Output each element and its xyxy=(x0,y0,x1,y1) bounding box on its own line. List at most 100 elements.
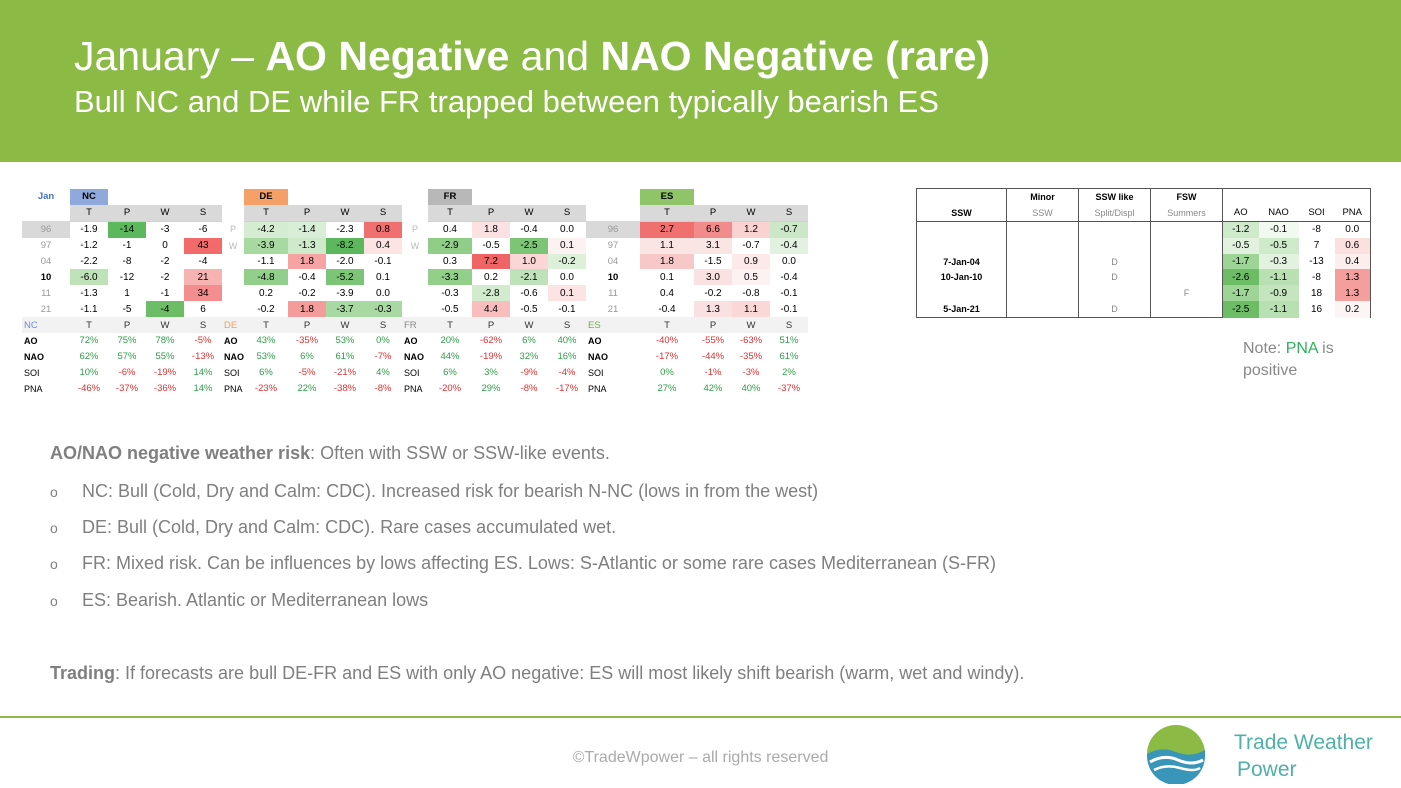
value-cell: -1.3 xyxy=(288,237,326,254)
correlation-value: 6% xyxy=(300,351,314,363)
param-header: T xyxy=(640,204,694,222)
index-label: NAO xyxy=(404,351,424,362)
correlation-value: 20% xyxy=(440,335,460,347)
ssw-like-flag xyxy=(1078,285,1151,302)
param-header: W xyxy=(732,204,770,222)
index-value: 0.4 xyxy=(1334,253,1371,270)
index-value: 0.2 xyxy=(1334,301,1371,318)
separator-label xyxy=(222,285,244,301)
value-cell: -0.3 xyxy=(428,285,472,302)
correlation-value: -3% xyxy=(742,367,760,379)
ssw-like-flag xyxy=(1078,221,1151,238)
param-header: P xyxy=(288,317,326,334)
minor-flag xyxy=(1006,269,1079,286)
value-cell: 2.7 xyxy=(640,221,694,238)
blank-cell xyxy=(586,189,640,205)
fsw-flag xyxy=(1150,269,1223,286)
year-row: 04 -2.2 -8 -2 -4 -1.1 1.8 -2.0 -0.1 0.3 7.2 1.0 -0.2… xyxy=(22,253,808,270)
param-header: T xyxy=(70,317,108,334)
value-cell: -0.2 xyxy=(694,285,732,302)
index-value: 18 xyxy=(1298,285,1335,302)
ssw-row: 5-Jan-21 D -2.5 -1.1 16 0.2 xyxy=(916,301,1371,319)
year-label: 04 xyxy=(607,256,619,267)
weather-matrix-table: Jan NC DE FR ES T P W S T P W S T P W S T P W S 96 -1.9 -14 -3 -6… xyxy=(22,189,808,397)
correlation-value: -38% xyxy=(333,383,357,395)
ssw-row: -1.2 -0.1 -8 0.0 xyxy=(916,221,1371,238)
index-value: -0.9 xyxy=(1258,285,1299,302)
param-header: P xyxy=(472,204,510,222)
minor-flag xyxy=(1006,285,1079,302)
value-cell: 0.1 xyxy=(640,269,694,286)
blank-cell xyxy=(1298,187,1335,205)
correlation-value: -8% xyxy=(520,383,538,395)
correlation-value: 29% xyxy=(481,383,501,395)
correlation-region-label: ES xyxy=(586,317,640,334)
ssw-like-head: SSW like xyxy=(1078,187,1151,205)
correlation-value: 0% xyxy=(660,367,674,379)
index-value: -0.5 xyxy=(1258,237,1299,254)
correlation-value: 32% xyxy=(519,351,539,363)
value-cell: -1 xyxy=(146,285,184,302)
slide-title: January – AO Negative and NAO Negative (… xyxy=(74,33,991,79)
index-label: AO xyxy=(24,335,38,346)
index-label: SOI xyxy=(224,367,240,378)
value-cell: -0.8 xyxy=(732,285,770,302)
value-cell: 1.2 xyxy=(732,221,770,238)
value-cell: -6.0 xyxy=(70,269,108,286)
separator-label: W xyxy=(228,240,238,251)
year-row: 97 -1.2 -1 0 43 W -3.9 -1.3 -8.2 0.4 W -2.9 -0.5 -2.5… xyxy=(22,237,808,254)
fsw-flag: F xyxy=(1150,285,1223,302)
value-cell: 6.6 xyxy=(694,221,732,238)
value-cell: 21 xyxy=(184,269,222,286)
index-head: AO xyxy=(1222,204,1259,222)
value-cell: -12 xyxy=(108,269,146,286)
index-value: -2.6 xyxy=(1222,269,1259,286)
copyright-text: ©TradeWpower – all rights reserved xyxy=(572,749,829,766)
value-cell: -0.5 xyxy=(510,301,548,318)
correlation-value: 16% xyxy=(557,351,577,363)
correlation-value: -35% xyxy=(739,351,763,363)
blank-cell xyxy=(222,189,244,205)
region-header-es: ES xyxy=(640,189,694,205)
bullet-nc: o NC: Bull (Cold, Dry and Calm: CDC). Inc… xyxy=(50,481,819,501)
correlation-value: -4% xyxy=(558,367,576,379)
param-header: W xyxy=(510,317,548,334)
correlation-value: 44% xyxy=(440,351,460,363)
correlation-value: -6% xyxy=(118,367,136,379)
index-value: 1.3 xyxy=(1334,285,1371,302)
param-header: W xyxy=(146,204,184,222)
value-cell: -0.2 xyxy=(288,285,326,302)
correlation-value: 72% xyxy=(79,335,99,347)
year-label: 21 xyxy=(40,303,52,315)
param-header: T xyxy=(428,317,472,334)
blank-cell xyxy=(548,189,586,205)
correlation-value: 6% xyxy=(443,367,457,379)
value-cell: 0.1 xyxy=(548,237,586,254)
ssw-like-flag: D xyxy=(1078,301,1151,319)
correlation-value: 6% xyxy=(259,367,273,379)
year-label: 04 xyxy=(40,256,52,267)
value-cell: 0.5 xyxy=(732,269,770,286)
correlation-value: 14% xyxy=(193,367,213,379)
ssw-events-table: Minor SSW like FSW SSW SSW Split/Displ Summers… xyxy=(916,187,1371,319)
minor-flag xyxy=(1006,253,1079,270)
year-label: 97 xyxy=(40,240,52,252)
correlation-value: 57% xyxy=(117,351,137,363)
index-label: NAO xyxy=(224,351,244,362)
blank-cell xyxy=(146,189,184,205)
value-cell: -3.3 xyxy=(428,269,472,286)
year-label: 21 xyxy=(607,303,619,315)
value-cell: -8 xyxy=(108,253,146,270)
value-cell: 1.1 xyxy=(640,237,694,254)
separator-label: P xyxy=(411,224,418,235)
year-label: 11 xyxy=(41,287,51,299)
index-value: -1.1 xyxy=(1258,301,1299,318)
correlation-value: -21% xyxy=(333,367,357,379)
correlation-value: -5% xyxy=(298,367,316,379)
value-cell: -5.2 xyxy=(326,269,364,286)
index-value: 16 xyxy=(1298,301,1335,318)
index-label: PNA xyxy=(588,383,607,394)
correlation-row: NAO 62% 57% 55% -13% NAO 53% 6% 61% -7% NAO 44% -19%… xyxy=(22,349,808,365)
value-cell: -0.7 xyxy=(732,237,770,254)
value-cell: -3.9 xyxy=(326,285,364,302)
